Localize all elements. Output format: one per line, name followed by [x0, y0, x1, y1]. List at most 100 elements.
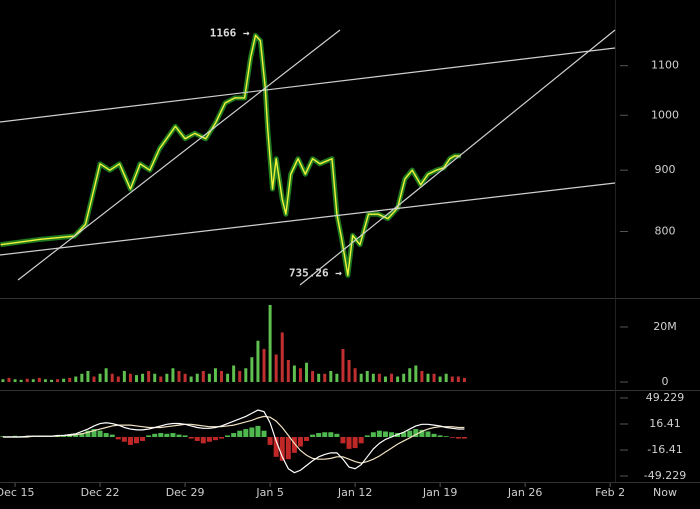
volume-bar: [292, 365, 296, 383]
volume-bar: [377, 373, 381, 383]
macd-histogram-bar: [389, 432, 395, 437]
y-tick-label: -16.41: [647, 443, 682, 456]
volume-bar: [86, 371, 90, 383]
volume-bar: [383, 376, 387, 383]
macd-histogram-bar: [413, 429, 419, 437]
macd-histogram-bar: [273, 437, 279, 457]
macd-histogram-bar: [461, 437, 467, 439]
now-button[interactable]: Now: [653, 486, 677, 499]
macd-histogram-bar: [194, 437, 200, 441]
macd-histogram-bar: [225, 435, 231, 437]
macd-histogram-bar: [455, 437, 461, 439]
volume-bar: [122, 371, 126, 383]
macd-histogram-bar: [206, 437, 212, 442]
macd-histogram-bar: [170, 433, 176, 437]
macd-histogram-bar: [97, 430, 103, 437]
macd-histogram-bar: [146, 435, 152, 437]
volume-bar: [68, 377, 72, 383]
macd-histogram-bar: [316, 433, 322, 437]
macd-histogram-bar: [73, 434, 79, 437]
macd-histogram-bar: [310, 434, 316, 437]
volume-bar: [286, 360, 290, 383]
volume-bar: [317, 373, 321, 383]
macd-histogram-bar: [249, 427, 255, 437]
macd-histogram-bar: [109, 434, 115, 437]
annotation: 1166 →: [210, 26, 250, 39]
volume-bar: [74, 376, 78, 383]
macd-histogram-bar: [134, 437, 140, 444]
volume-bar: [128, 373, 132, 383]
macd-histogram-bar: [346, 437, 352, 449]
macd-histogram-bar: [79, 433, 85, 437]
macd-histogram-bar: [297, 437, 303, 447]
volume-bar: [116, 376, 120, 383]
volume-bar: [31, 379, 35, 383]
volume-bar: [250, 357, 254, 383]
macd-histogram-bar: [140, 437, 146, 441]
macd-histogram-bar: [152, 433, 158, 437]
macd-histogram-bar: [304, 437, 310, 441]
trend-line: [299, 29, 616, 286]
volume-bar: [390, 373, 394, 383]
volume-bar: [238, 371, 242, 383]
volume-bar: [450, 376, 454, 383]
volume-bar: [201, 371, 205, 383]
volume-bar: [1, 379, 5, 383]
macd-histogram-bar: [437, 435, 443, 437]
y-tick-label: -49.229: [644, 469, 686, 482]
volume-bar: [135, 375, 139, 383]
macd-histogram-bar: [121, 437, 127, 442]
macd-histogram-bar: [407, 430, 413, 437]
macd-histogram-bar: [382, 431, 388, 437]
macd-histogram-bar: [164, 433, 170, 437]
volume-bar: [189, 376, 193, 383]
macd-histogram-bar: [237, 430, 243, 437]
macd-histogram-bar: [419, 429, 425, 437]
volume-bar: [104, 368, 108, 383]
volume-bar: [13, 379, 17, 383]
volume-bar: [274, 354, 278, 383]
volume-bar: [402, 373, 406, 383]
volume-bar: [323, 373, 327, 383]
volume-bar: [80, 373, 84, 383]
y-tick-label: 1000: [651, 108, 679, 121]
macd-histogram-bar: [115, 437, 121, 440]
volume-bar: [153, 373, 157, 383]
volume-bar: [305, 362, 309, 383]
macd-line: [2, 409, 465, 474]
volume-bar: [262, 348, 266, 383]
macd-histogram-bar: [358, 437, 364, 444]
volume-bar: [329, 371, 333, 383]
macd-histogram-bar: [261, 430, 267, 437]
y-tick-label: 0: [662, 375, 669, 388]
volume-bar: [220, 371, 224, 383]
volume-bar: [7, 377, 11, 383]
x-tick-label: Jan 19: [422, 486, 457, 499]
y-tick-label: 800: [655, 224, 676, 237]
volume-bar: [335, 373, 339, 383]
macd-histogram-bar: [212, 437, 218, 441]
macd-histogram-bar: [85, 430, 91, 437]
panel-frames: [0, 0, 700, 483]
volume-bar: [456, 376, 460, 383]
volume-bar: [226, 373, 230, 383]
volume-bar: [19, 379, 23, 383]
volume-bar: [56, 379, 60, 383]
volume-bar: [195, 373, 199, 383]
volume-bar: [110, 373, 114, 383]
macd-histogram-bar: [291, 437, 297, 453]
volume-bar: [49, 379, 53, 383]
macd-histogram-bar: [127, 437, 133, 445]
macd-histogram-bar: [364, 435, 370, 437]
x-tick-label: Feb 2: [595, 486, 625, 499]
volume-bar: [141, 373, 145, 383]
volume-bar: [371, 373, 375, 383]
volume-bar: [347, 360, 351, 383]
macd-histogram-bar: [322, 432, 328, 437]
volume-bar: [37, 377, 41, 383]
macd-histogram-bar: [431, 433, 437, 437]
macd-histogram-bar: [267, 437, 273, 445]
volume-bar: [408, 368, 412, 383]
volume-bar: [207, 373, 211, 383]
price-line: [0, 34, 461, 277]
